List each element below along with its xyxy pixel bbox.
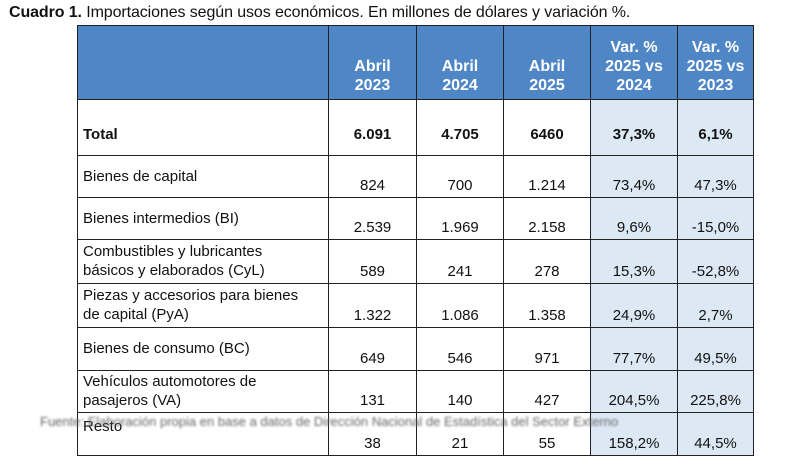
cell-2024: 546 [416,327,504,371]
cell-2025: 6460 [503,99,591,156]
cell-2025: 427 [503,370,591,413]
table-row: Bienes intermedios (BI) 2.539 1.969 2.15… [77,197,754,240]
cell-var-2024: 37,3% [590,99,678,156]
cell-var-2023: 47,3% [677,155,754,198]
cell-var-2023: -52,8% [677,239,754,284]
row-label: Total [77,99,329,156]
cell-2024: 700 [416,155,504,198]
cell-var-2024: 204,5% [590,370,678,413]
cell-var-2024: 73,4% [590,155,678,198]
table-row: Piezas y accesorios para bienes de capita… [77,283,754,328]
table-row: Bienes de consumo (BC) 649 546 971 77,7%… [77,327,754,371]
cell-2023: 131 [328,370,417,413]
cell-2023: 1.322 [328,283,417,328]
table-row: Vehículos automotores de pasajeros (VA) 1… [77,370,754,413]
table-row-total: Total 6.091 4.705 6460 37,3% 6,1% [77,99,754,156]
cell-2024: 241 [416,239,504,284]
cell-var-2024: 15,3% [590,239,678,284]
table-title: Cuadro 1. Importaciones según usos econó… [9,4,630,22]
cell-var-2023: 44,5% [677,412,754,456]
cell-var-2023: 6,1% [677,99,754,156]
cell-2025: 2.158 [503,197,591,240]
cell-2023: 649 [328,327,417,371]
row-label: Bienes de capital [77,155,329,198]
header-abril-2025: Abril 2025 [503,25,591,100]
cell-var-2023: 225,8% [677,370,754,413]
cell-2023: 6.091 [328,99,417,156]
cell-2024: 1.086 [416,283,504,328]
cell-2023: 589 [328,239,417,284]
cell-2025: 278 [503,239,591,284]
cell-2025: 1.358 [503,283,591,328]
cell-2024: 1.969 [416,197,504,240]
cell-var-2024: 77,7% [590,327,678,371]
cell-var-2024: 24,9% [590,283,678,328]
source-footnote: Fuente: Elaboración propia en base a dat… [40,414,619,429]
row-label: Piezas y accesorios para bienes de capita… [77,283,329,328]
row-label: Vehículos automotores de pasajeros (VA) [77,370,329,413]
header-var-2025-vs-2023: Var. % 2025 vs 2023 [677,25,754,100]
header-row: Abril 2023 Abril 2024 Abril 2025 Var. % 2025… [77,25,754,100]
imports-table: Abril 2023 Abril 2024 Abril 2025 Var. % 2025… [77,25,754,456]
cell-2024: 140 [416,370,504,413]
cell-2025: 971 [503,327,591,371]
row-label: Bienes intermedios (BI) [77,197,329,240]
header-abril-2024: Abril 2024 [416,25,504,100]
cell-2023: 824 [328,155,417,198]
header-var-2025-vs-2024: Var. % 2025 vs 2024 [590,25,678,100]
cell-2025: 1.214 [503,155,591,198]
table-title-label: Cuadro 1. [9,4,82,21]
table-title-text: Importaciones según usos económicos. En … [81,4,631,21]
cell-2023: 2.539 [328,197,417,240]
table-row: Bienes de capital 824 700 1.214 73,4% 47… [77,155,754,198]
cell-var-2023: -15,0% [677,197,754,240]
cell-var-2023: 2,7% [677,283,754,328]
header-abril-2023: Abril 2023 [328,25,417,100]
cell-2024: 4.705 [416,99,504,156]
cell-var-2024: 9,6% [590,197,678,240]
header-category [77,25,329,100]
cell-var-2023: 49,5% [677,327,754,371]
row-label: Bienes de consumo (BC) [77,327,329,371]
table-row: Combustibles y lubricantes básicos y elab… [77,239,754,284]
row-label: Combustibles y lubricantes básicos y elab… [77,239,329,284]
